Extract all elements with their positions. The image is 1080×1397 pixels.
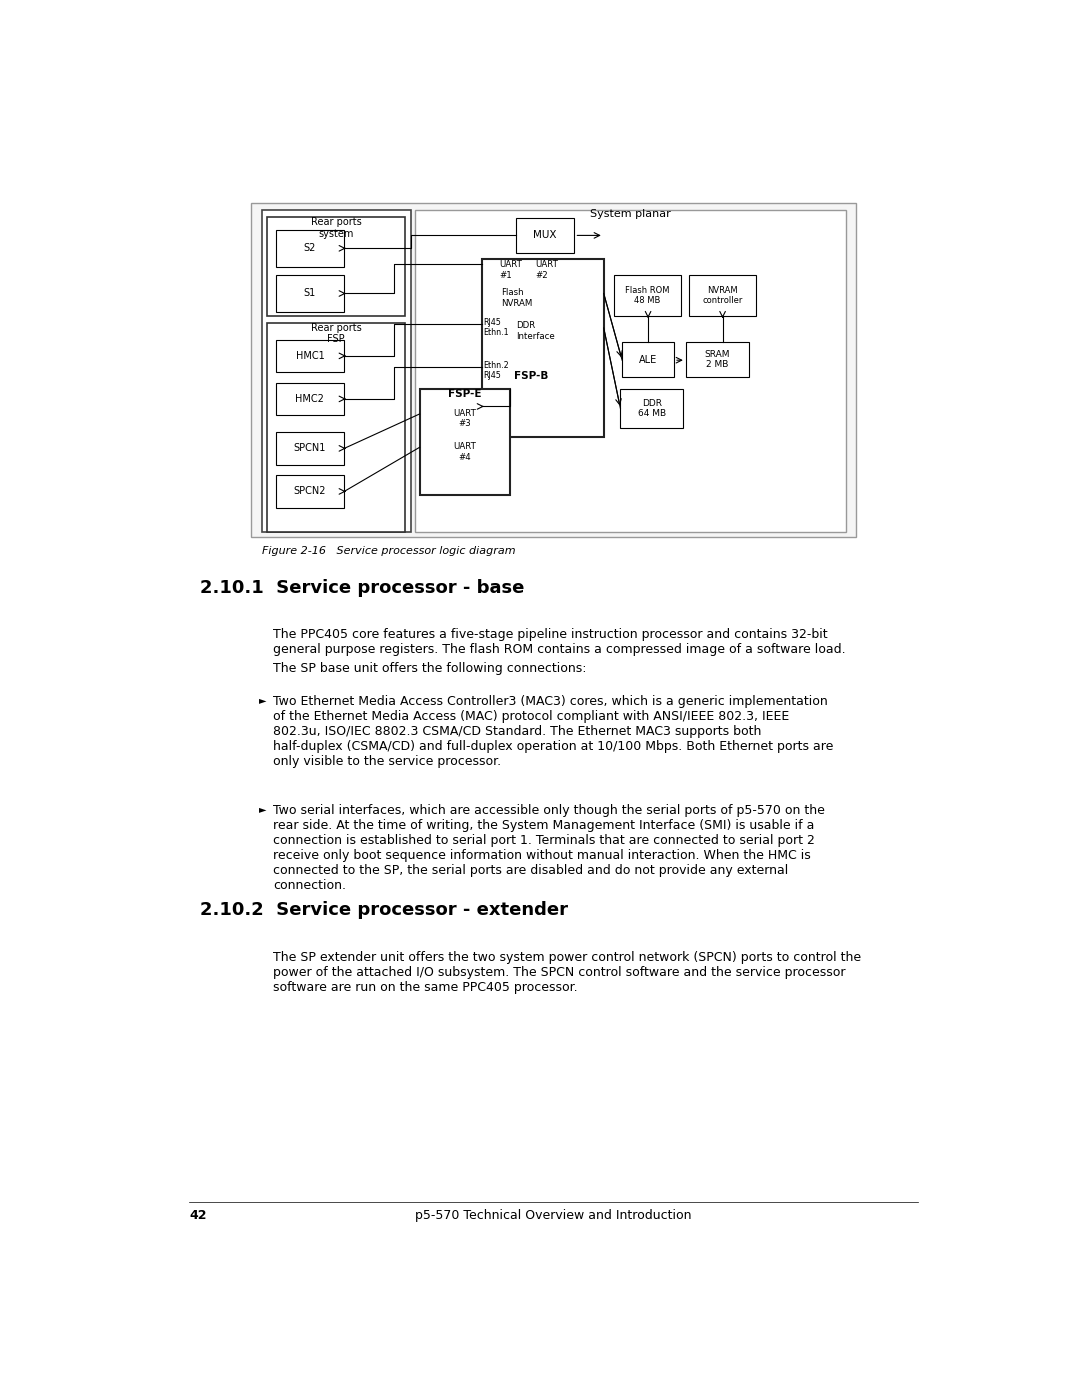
FancyBboxPatch shape <box>275 475 345 507</box>
Text: HMC1: HMC1 <box>296 351 324 360</box>
Text: RJ45: RJ45 <box>483 372 501 380</box>
FancyBboxPatch shape <box>275 231 345 267</box>
FancyBboxPatch shape <box>420 390 510 495</box>
Text: #1: #1 <box>499 271 512 279</box>
Text: Interface: Interface <box>516 332 555 341</box>
Text: Two Ethernet Media Access Controller3 (MAC3) cores, which is a generic implement: Two Ethernet Media Access Controller3 (M… <box>273 694 834 768</box>
FancyBboxPatch shape <box>275 339 345 372</box>
Text: Figure 2-16   Service processor logic diagram: Figure 2-16 Service processor logic diag… <box>262 546 516 556</box>
Text: UART: UART <box>535 260 558 270</box>
Text: #2: #2 <box>535 271 548 279</box>
FancyBboxPatch shape <box>686 342 748 377</box>
Text: FSP-B: FSP-B <box>514 372 549 381</box>
Text: DDR
64 MB: DDR 64 MB <box>638 400 666 418</box>
Text: The PPC405 core features a five-stage pipeline instruction processor and contain: The PPC405 core features a five-stage pi… <box>273 629 846 657</box>
Text: ►: ► <box>259 694 267 704</box>
Text: Rear ports
FSP: Rear ports FSP <box>311 323 361 344</box>
Text: 2.10.2  Service processor - extender: 2.10.2 Service processor - extender <box>200 901 568 919</box>
FancyBboxPatch shape <box>275 432 345 465</box>
Text: S2: S2 <box>303 243 316 253</box>
Text: Flash: Flash <box>501 288 524 298</box>
FancyBboxPatch shape <box>251 203 856 536</box>
Text: NVRAM: NVRAM <box>501 299 532 307</box>
Text: System planar: System planar <box>590 208 671 218</box>
Text: #4: #4 <box>458 453 471 461</box>
Text: UART: UART <box>454 441 476 451</box>
FancyBboxPatch shape <box>516 218 575 253</box>
FancyBboxPatch shape <box>267 323 405 532</box>
Text: Two serial interfaces, which are accessible only though the serial ports of p5-5: Two serial interfaces, which are accessi… <box>273 805 825 893</box>
FancyBboxPatch shape <box>483 258 604 437</box>
FancyBboxPatch shape <box>620 390 684 427</box>
Text: Ethn.2: Ethn.2 <box>483 362 509 370</box>
FancyBboxPatch shape <box>689 275 756 316</box>
Text: The SP base unit offers the following connections:: The SP base unit offers the following co… <box>273 662 586 676</box>
Text: ►: ► <box>259 805 267 814</box>
Text: UART: UART <box>454 408 476 418</box>
Text: UART: UART <box>499 260 522 270</box>
FancyBboxPatch shape <box>275 275 345 312</box>
Text: FSP-E: FSP-E <box>448 390 482 400</box>
FancyBboxPatch shape <box>275 383 345 415</box>
Text: SPCN1: SPCN1 <box>294 443 326 454</box>
Text: HMC2: HMC2 <box>296 394 324 404</box>
Text: Ethn.1: Ethn.1 <box>483 328 509 337</box>
Text: 2.10.1  Service processor - base: 2.10.1 Service processor - base <box>200 578 525 597</box>
Text: RJ45: RJ45 <box>483 319 501 327</box>
Text: 42: 42 <box>189 1208 207 1222</box>
Text: The SP extender unit offers the two system power control network (SPCN) ports to: The SP extender unit offers the two syst… <box>273 951 861 993</box>
Text: NVRAM
controller: NVRAM controller <box>702 286 743 306</box>
Text: DDR: DDR <box>516 321 535 331</box>
FancyBboxPatch shape <box>416 210 847 532</box>
Text: Flash ROM
48 MB: Flash ROM 48 MB <box>625 286 670 306</box>
FancyBboxPatch shape <box>267 217 405 316</box>
Text: MUX: MUX <box>534 231 557 240</box>
Text: SRAM
2 MB: SRAM 2 MB <box>704 351 730 369</box>
Text: #3: #3 <box>458 419 471 429</box>
Text: S1: S1 <box>303 289 316 299</box>
Text: Rear ports
system: Rear ports system <box>311 217 361 239</box>
FancyBboxPatch shape <box>262 210 411 532</box>
Text: ALE: ALE <box>639 355 658 365</box>
FancyBboxPatch shape <box>622 342 674 377</box>
FancyBboxPatch shape <box>613 275 680 316</box>
Text: SPCN2: SPCN2 <box>294 486 326 496</box>
Text: p5-570 Technical Overview and Introduction: p5-570 Technical Overview and Introducti… <box>415 1208 692 1222</box>
